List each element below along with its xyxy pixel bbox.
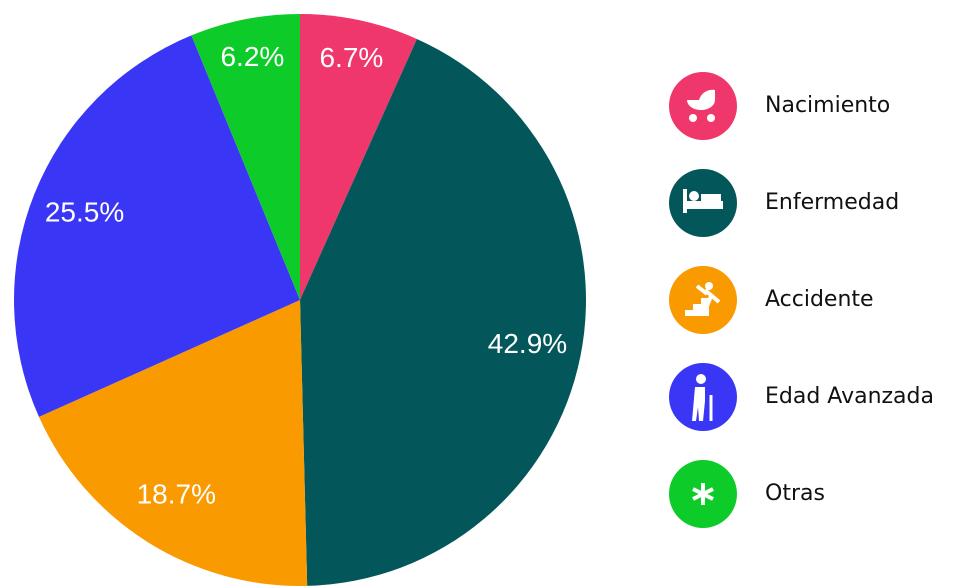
legend-item bbox=[669, 363, 737, 431]
slice-label: 6.7% bbox=[319, 42, 383, 73]
icon-shape bbox=[683, 201, 723, 209]
pie-slice bbox=[14, 35, 301, 417]
icon-shape bbox=[692, 483, 714, 505]
legend-item bbox=[669, 169, 737, 237]
legend-label: Edad Avanzada bbox=[765, 384, 934, 409]
icon-shape bbox=[689, 114, 697, 122]
slice-label: 18.7% bbox=[137, 479, 216, 510]
slice-label: 25.5% bbox=[45, 196, 124, 227]
legend-item bbox=[669, 266, 737, 334]
legend-item bbox=[669, 72, 737, 140]
icon-shape bbox=[696, 374, 706, 384]
icon-shape bbox=[701, 194, 721, 201]
legend-label: Accidente bbox=[765, 287, 874, 312]
pie-slice bbox=[300, 38, 586, 586]
icon-shape bbox=[695, 284, 721, 307]
slice-label: 6.2% bbox=[220, 41, 284, 72]
pie-slice bbox=[191, 13, 300, 300]
legend-label: Enfermedad bbox=[765, 190, 899, 215]
icon-shape bbox=[707, 114, 715, 122]
icon-shape bbox=[689, 191, 699, 201]
pie-slice bbox=[38, 300, 308, 586]
legend-label: Otras bbox=[765, 481, 825, 506]
icon-shape bbox=[687, 89, 715, 110]
legend-item bbox=[669, 460, 737, 528]
icon-shape bbox=[685, 298, 709, 316]
pie-slice bbox=[300, 14, 417, 300]
icon-shape bbox=[683, 189, 687, 213]
icon-shape bbox=[705, 282, 713, 290]
icon-shape bbox=[692, 387, 705, 421]
legend-label: Nacimiento bbox=[765, 93, 890, 118]
slice-label: 42.9% bbox=[488, 328, 567, 359]
